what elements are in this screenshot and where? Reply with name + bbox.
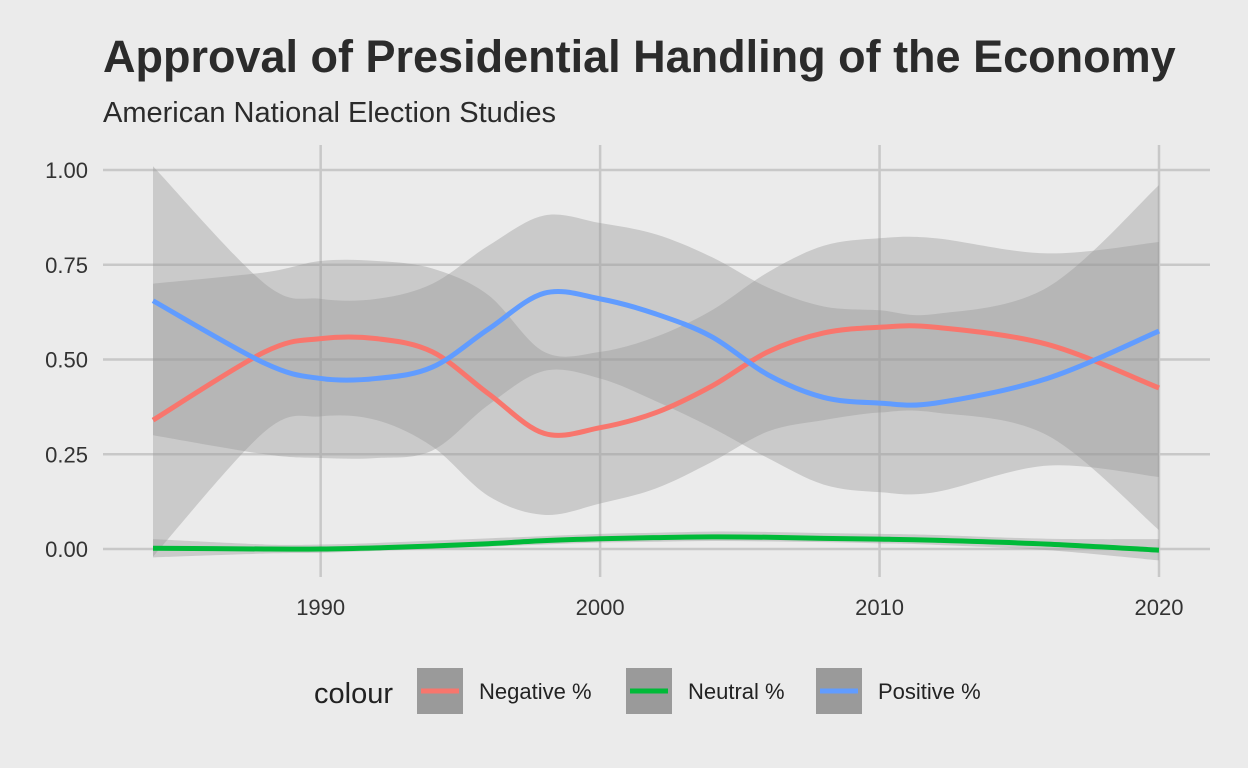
ci-ribbon-2 xyxy=(153,166,1159,495)
legend-entry-2: Positive % xyxy=(816,668,981,714)
legend: colour Negative % Neutral % Positive % xyxy=(314,668,981,714)
y-tick-label-3: 0.75 xyxy=(45,253,88,278)
y-tick-label-4: 1.00 xyxy=(45,158,88,183)
x-tick-label-2: 2010 xyxy=(855,595,904,620)
grid-layer xyxy=(103,145,1210,577)
y-tick-label-0: 0.00 xyxy=(45,537,88,562)
x-tick-label-0: 1990 xyxy=(296,595,345,620)
series-line-1 xyxy=(152,534,1160,553)
chart-subtitle: American National Election Studies xyxy=(103,97,556,129)
line-layer xyxy=(151,288,1160,553)
legend-entry-0: Negative % xyxy=(417,668,592,714)
chart-title: Approval of Presidential Handling of the… xyxy=(103,31,1176,82)
y-tick-label-2: 0.50 xyxy=(45,348,88,373)
axis-label-layer: 0.00 0.25 0.50 0.75 1.00 1990 2000 2010 2020 xyxy=(45,158,1183,620)
x-tick-label-1: 2000 xyxy=(576,595,625,620)
legend-entries: Negative % Neutral % Positive % xyxy=(417,668,981,714)
series-line-0 xyxy=(151,323,1160,438)
legend-entry-1: Neutral % xyxy=(626,668,785,714)
legend-title: colour xyxy=(314,678,393,710)
legend-label-0: Negative % xyxy=(479,679,592,704)
legend-label-1: Neutral % xyxy=(688,679,785,704)
ci-ribbon-0 xyxy=(153,236,1159,557)
legend-label-2: Positive % xyxy=(878,679,981,704)
series-line-2 xyxy=(151,288,1160,408)
ribbon-layer xyxy=(153,166,1159,561)
y-tick-label-1: 0.25 xyxy=(45,442,88,467)
x-tick-label-3: 2020 xyxy=(1135,595,1184,620)
